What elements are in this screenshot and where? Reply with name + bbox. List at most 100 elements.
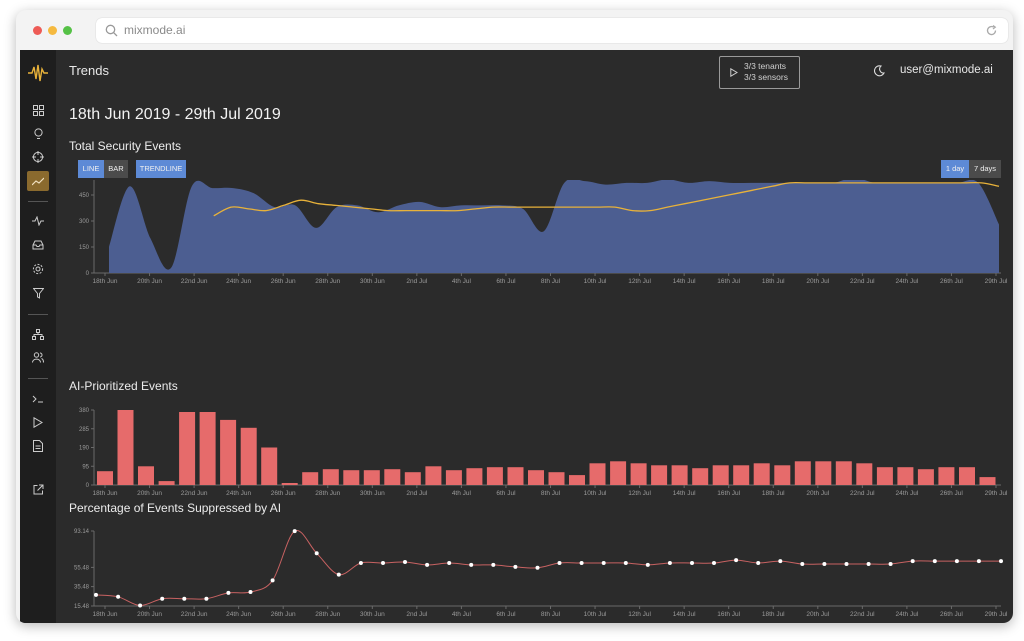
bar (384, 469, 401, 485)
bar (569, 475, 585, 485)
bar (486, 467, 503, 485)
x-tick-label: 28th Jun (315, 611, 340, 618)
bar (343, 470, 360, 485)
sidebar (20, 50, 56, 623)
one-day-button[interactable]: 1 day (941, 160, 969, 178)
x-tick-label: 24th Jul (896, 278, 919, 285)
x-tick-label: 12th Jul (628, 278, 651, 285)
x-tick-label: 24th Jun (226, 490, 251, 497)
moon-icon[interactable] (873, 65, 885, 77)
maximize-window-button[interactable] (63, 26, 72, 35)
network-icon[interactable] (29, 325, 47, 343)
data-point (358, 561, 363, 565)
x-tick-label: 2nd Jul (406, 278, 428, 285)
data-point (822, 562, 827, 566)
minimize-window-button[interactable] (48, 26, 57, 35)
bar (959, 467, 975, 485)
bar (835, 461, 852, 485)
x-tick-label: 22nd Jun (181, 490, 208, 497)
data-point (182, 596, 187, 601)
data-point (425, 562, 430, 567)
data-point (535, 565, 540, 570)
close-window-button[interactable] (33, 26, 42, 35)
y-tick-label: 93.14 (74, 529, 90, 535)
external-link-icon[interactable] (29, 480, 47, 498)
x-tick-label: 18th Jul (762, 278, 785, 285)
y-tick-label: 0 (86, 271, 90, 277)
y-tick-label: 150 (79, 245, 90, 251)
data-point (381, 561, 385, 565)
x-tick-label: 26th Jul (940, 490, 963, 497)
bar-toggle-button[interactable]: BAR (104, 160, 128, 178)
bar (979, 477, 996, 485)
seven-days-button[interactable]: 7 days (969, 160, 1001, 178)
users-icon[interactable] (29, 348, 47, 366)
main-content: Trends 3/3 tenants 3/3 sensors user@mixm… (56, 50, 1013, 623)
data-point (447, 561, 452, 565)
trendline-toggle-button[interactable]: TRENDLINE (136, 160, 186, 178)
bar (507, 467, 524, 485)
document-icon[interactable] (29, 437, 47, 455)
bar (445, 470, 462, 485)
x-tick-label: 16th Jul (717, 611, 740, 618)
url-text: mixmode.ai (124, 23, 186, 37)
x-tick-label: 14th Jul (673, 611, 696, 618)
bar (651, 465, 668, 485)
y-tick-label: 35.48 (74, 585, 90, 591)
bar (794, 461, 811, 485)
x-tick-label: 26th Jun (271, 490, 296, 497)
tenant-text: 3/3 tenants 3/3 sensors (744, 61, 788, 83)
data-point (557, 561, 562, 565)
data-point (932, 559, 937, 564)
x-tick-label: 20th Jun (137, 490, 162, 497)
trends-icon[interactable] (27, 171, 49, 191)
mixmode-logo[interactable] (27, 63, 49, 83)
data-point (623, 561, 628, 565)
pulse-icon[interactable] (29, 212, 47, 230)
y-tick-label: 300 (79, 219, 90, 225)
data-point (314, 551, 319, 556)
filter-icon[interactable] (29, 284, 47, 302)
user-email[interactable]: user@mixmode.ai (900, 64, 993, 76)
x-tick-label: 14th Jul (673, 278, 696, 285)
x-tick-label: 12th Jul (628, 611, 651, 618)
bar (281, 483, 298, 485)
total-events-area (109, 180, 999, 273)
x-tick-label: 10th Jul (584, 278, 607, 285)
x-tick-label: 18th Jun (93, 611, 118, 618)
tenants-count: 3/3 tenants (744, 61, 787, 71)
y-tick-label: 55.48 (74, 565, 90, 571)
line-toggle-button[interactable]: LINE (78, 160, 104, 178)
suppressed-title: Percentage of Events Suppressed by AI (69, 501, 282, 515)
x-tick-label: 6th Jul (496, 278, 516, 285)
data-point (712, 561, 716, 565)
dashboard-icon[interactable] (29, 101, 47, 119)
address-bar[interactable]: mixmode.ai (96, 18, 1008, 43)
bar (589, 463, 606, 485)
data-point (513, 564, 518, 569)
reload-icon[interactable] (985, 24, 998, 37)
tenant-selector[interactable]: 3/3 tenants 3/3 sensors (719, 56, 800, 89)
inbox-icon[interactable] (29, 236, 47, 254)
terminal-icon[interactable] (29, 390, 47, 408)
data-point (756, 561, 761, 565)
crosshair-icon[interactable] (29, 148, 47, 166)
data-point (204, 596, 209, 601)
data-point (226, 590, 231, 595)
x-tick-label: 22nd Jun (181, 278, 208, 285)
bar (897, 467, 914, 485)
x-tick-label: 20th Jul (806, 490, 829, 497)
y-tick-label: 95 (82, 464, 89, 470)
bar (856, 463, 873, 485)
bar (97, 471, 113, 485)
bar (220, 419, 237, 485)
x-tick-label: 20th Jul (806, 278, 829, 285)
bar (753, 463, 770, 485)
lightbulb-icon[interactable] (29, 125, 47, 143)
data-point (336, 572, 341, 577)
x-tick-label: 29th Jul (985, 611, 1008, 618)
settings-icon[interactable] (29, 260, 47, 278)
data-point (999, 559, 1003, 564)
play-icon[interactable] (29, 413, 47, 431)
x-tick-label: 26th Jul (940, 278, 963, 285)
